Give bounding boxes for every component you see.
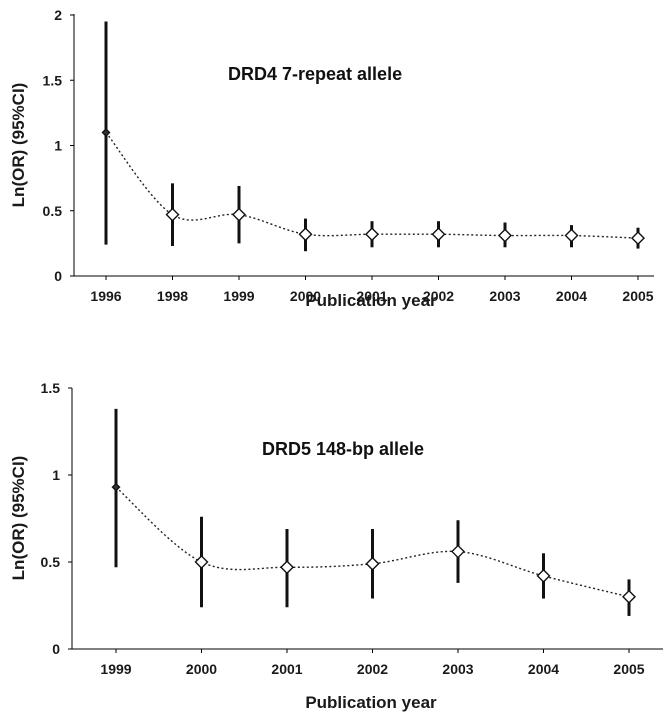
- data-point-marker: [498, 228, 512, 243]
- markers: [111, 482, 636, 604]
- y-tick-label: 0.5: [41, 554, 61, 570]
- y-tick-label: 1.5: [43, 72, 63, 88]
- x-tick-label: 2004: [528, 661, 559, 677]
- chart-title: DRD4 7-repeat allele: [228, 64, 402, 84]
- x-tick-label: 2003: [442, 661, 473, 677]
- y-ticks: 0 0.5 1 1.5: [41, 380, 72, 657]
- x-ticks: 1996 1998 1999 2000 2001 2002 2003 2004 2005: [90, 276, 654, 304]
- y-axis-title: Ln(OR) (95%CI): [9, 456, 28, 581]
- y-tick-label: 0: [54, 268, 62, 284]
- data-point-marker: [365, 556, 380, 571]
- data-point-marker: [564, 228, 579, 243]
- x-tick-label: 2005: [613, 661, 644, 677]
- x-tick-label: 2002: [357, 661, 388, 677]
- y-tick-label: 0: [52, 641, 60, 657]
- x-tick-label: 2004: [556, 288, 587, 304]
- chart-drd4: 0 0.5 1 1.5 2 1996 1998 1999 2000 2001 2002 2003 20…: [9, 7, 654, 310]
- chart-title: DRD5 148-bp allele: [262, 439, 424, 459]
- y-ticks: 0 0.5 1 1.5 2: [43, 7, 74, 284]
- data-point-marker: [431, 227, 446, 242]
- data-point-marker: [631, 231, 645, 246]
- y-axis-title: Ln(OR) (95%CI): [9, 83, 28, 208]
- x-axis-title: Publication year: [305, 291, 437, 310]
- data-point-marker: [365, 227, 379, 242]
- x-tick-label: 2002: [423, 288, 454, 304]
- data-point-marker: [280, 560, 294, 575]
- x-axis-title: Publication year: [305, 693, 437, 712]
- y-tick-label: 1: [54, 138, 62, 154]
- y-tick-label: 0.5: [43, 203, 63, 219]
- x-tick-label: 1999: [100, 661, 131, 677]
- data-point-marker: [298, 227, 313, 242]
- x-tick-label: 1996: [90, 288, 121, 304]
- x-tick-label: 2000: [186, 661, 217, 677]
- ci-bars: [104, 21, 640, 252]
- y-tick-label: 1.5: [41, 380, 61, 396]
- x-tick-label: 2001: [271, 661, 302, 677]
- data-point-marker: [622, 589, 636, 604]
- trend-line: [105, 132, 639, 239]
- y-tick-label: 1: [52, 467, 60, 483]
- data-point-marker: [165, 207, 180, 222]
- x-tick-label: 1999: [223, 288, 254, 304]
- chart-drd5: 0 0.5 1 1.5 1999 2000 2001 2002 2003 2004 2005 DR…: [9, 380, 663, 712]
- data-point-marker: [194, 555, 209, 569]
- data-point-marker: [451, 544, 465, 559]
- x-tick-label: 2003: [489, 288, 520, 304]
- markers: [101, 127, 645, 246]
- x-tick-label: 1998: [157, 288, 188, 304]
- x-ticks: 1999 2000 2001 2002 2003 2004 2005: [100, 649, 645, 677]
- x-tick-label: 2005: [622, 288, 653, 304]
- x-tick-label: 2000: [290, 288, 321, 304]
- data-point-marker: [536, 568, 551, 583]
- y-tick-label: 2: [54, 7, 62, 23]
- data-point-marker: [232, 207, 246, 222]
- data-point-marker: [111, 482, 121, 492]
- data-point-marker: [101, 127, 111, 137]
- x-tick-label: 2001: [356, 288, 387, 304]
